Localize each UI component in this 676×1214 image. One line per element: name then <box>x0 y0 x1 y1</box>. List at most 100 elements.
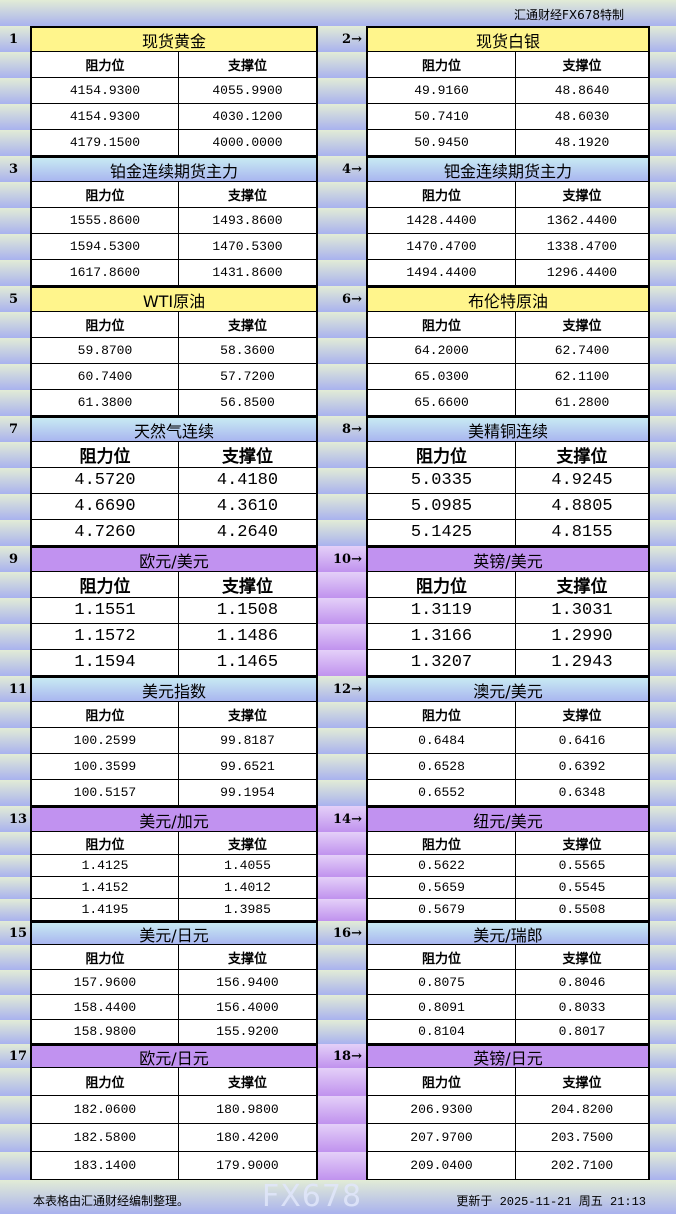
support-value: 1296.4400 <box>516 260 648 285</box>
support-header: 支撑位 <box>516 442 648 467</box>
support-value: 1.4012 <box>178 877 316 898</box>
resistance-value: 5.1425 <box>368 520 516 545</box>
resistance-header: 阻力位 <box>368 52 516 77</box>
block-5-row: 9 欧元/美元 10→ 英镑/美元 <box>0 546 676 572</box>
fx678-watermark: FX678 <box>262 1179 363 1214</box>
resistance-value: 65.6600 <box>368 390 516 415</box>
block-number <box>0 1020 30 1044</box>
block-number <box>0 130 30 156</box>
block-number <box>0 78 30 104</box>
support-header: 支撑位 <box>178 1068 316 1095</box>
block-number <box>0 899 30 921</box>
support-value: 4030.1200 <box>178 104 316 129</box>
instrument-title: 英镑/美元 <box>368 546 648 572</box>
support-value: 1362.4400 <box>516 208 648 233</box>
support-value: 4.2640 <box>178 520 316 545</box>
resistance-value: 1.1594 <box>32 650 179 675</box>
right-stripe <box>648 286 676 312</box>
resistance-value: 1617.8600 <box>32 260 179 285</box>
instrument-title: 美元/加元 <box>30 806 316 832</box>
right-stripe <box>648 260 676 286</box>
right-stripe <box>648 598 676 624</box>
resistance-header: 阻力位 <box>368 945 516 969</box>
block-5-row: 阻力位 支撑位 阻力位 支撑位 <box>0 572 676 598</box>
block-number <box>316 1020 368 1044</box>
block-number: 18→ <box>316 1044 368 1068</box>
right-stripe <box>648 1152 676 1180</box>
block-6-row: 阻力位 支撑位 阻力位 支撑位 <box>0 702 676 728</box>
block-number <box>0 1068 30 1096</box>
right-stripe <box>648 877 676 899</box>
support-value: 58.3600 <box>178 338 316 363</box>
support-value: 180.4200 <box>178 1124 316 1151</box>
block-3-row: 60.7400 57.7200 65.0300 62.1100 <box>0 364 676 390</box>
right-stripe <box>648 702 676 728</box>
block-number <box>0 442 30 468</box>
block-number <box>316 572 368 598</box>
block-1-row: 4154.9300 4055.9900 49.9160 48.8640 <box>0 78 676 104</box>
block-8-row: 阻力位 支撑位 阻力位 支撑位 <box>0 945 676 970</box>
block-3-row: 5 WTI原油 6→ 布伦特原油 <box>0 286 676 312</box>
block-number <box>0 208 30 234</box>
support-value: 1.4055 <box>178 855 316 876</box>
block-number <box>0 494 30 520</box>
block-4-row: 4.7260 4.2640 5.1425 4.8155 <box>0 520 676 546</box>
support-value: 1338.4700 <box>516 234 648 259</box>
resistance-value: 1.4152 <box>32 877 179 898</box>
block-number <box>0 855 30 877</box>
support-value: 62.7400 <box>516 338 648 363</box>
resistance-value: 1555.8600 <box>32 208 179 233</box>
support-value: 4.8155 <box>516 520 648 545</box>
support-value: 203.7500 <box>516 1124 648 1151</box>
support-header: 支撑位 <box>178 52 316 77</box>
block-4-row: 阻力位 支撑位 阻力位 支撑位 <box>0 442 676 468</box>
block-9-row: 182.0600 180.9800 206.9300 204.8200 <box>0 1096 676 1124</box>
right-stripe <box>648 182 676 208</box>
instrument-title: 现货白银 <box>368 26 648 52</box>
support-header: 支撑位 <box>178 442 316 467</box>
instrument-title: 钯金连续期货主力 <box>368 156 648 182</box>
support-value: 202.7100 <box>516 1152 648 1179</box>
resistance-header: 阻力位 <box>368 1068 516 1095</box>
block-number <box>0 1152 30 1180</box>
block-number <box>0 995 30 1020</box>
footer-note: 本表格由汇通财经编制整理。 <box>33 1194 190 1208</box>
support-value: 1.2990 <box>516 624 648 649</box>
instrument-title: 欧元/日元 <box>30 1044 316 1068</box>
block-number: 2→ <box>316 26 368 52</box>
support-value: 0.5565 <box>516 855 648 876</box>
block-number <box>316 312 368 338</box>
block-number <box>0 598 30 624</box>
block-number <box>0 754 30 780</box>
support-header: 支撑位 <box>516 702 648 727</box>
support-value: 4.8805 <box>516 494 648 519</box>
right-stripe <box>648 364 676 390</box>
right-stripe <box>648 1096 676 1124</box>
resistance-header: 阻力位 <box>32 182 179 207</box>
instrument-title: WTI原油 <box>30 286 316 312</box>
resistance-value: 50.9450 <box>368 130 516 155</box>
support-header: 支撑位 <box>516 572 648 597</box>
right-stripe <box>648 546 676 572</box>
block-number <box>316 1152 368 1180</box>
block-number <box>0 1124 30 1152</box>
right-stripe <box>648 156 676 182</box>
support-header: 支撑位 <box>178 945 316 969</box>
support-value: 0.8033 <box>516 995 648 1019</box>
block-8-row: 158.4400 156.4000 0.8091 0.8033 <box>0 995 676 1020</box>
block-3-row: 阻力位 支撑位 阻力位 支撑位 <box>0 312 676 338</box>
block-number: 10→ <box>316 546 368 572</box>
support-value: 57.7200 <box>178 364 316 389</box>
resistance-value: 1.3119 <box>368 598 516 623</box>
support-value: 99.1954 <box>178 780 316 805</box>
resistance-value: 4154.9300 <box>32 78 179 103</box>
right-stripe <box>648 416 676 442</box>
block-7-row: 13 美元/加元 14→ 纽元/美元 <box>0 806 676 832</box>
instrument-title: 英镑/日元 <box>368 1044 648 1068</box>
block-number <box>0 1096 30 1124</box>
block-4-row: 4.6690 4.3610 5.0985 4.8805 <box>0 494 676 520</box>
block-number: 13 <box>0 806 30 832</box>
resistance-value: 1428.4400 <box>368 208 516 233</box>
support-value: 0.5508 <box>516 899 648 920</box>
resistance-header: 阻力位 <box>368 312 516 337</box>
